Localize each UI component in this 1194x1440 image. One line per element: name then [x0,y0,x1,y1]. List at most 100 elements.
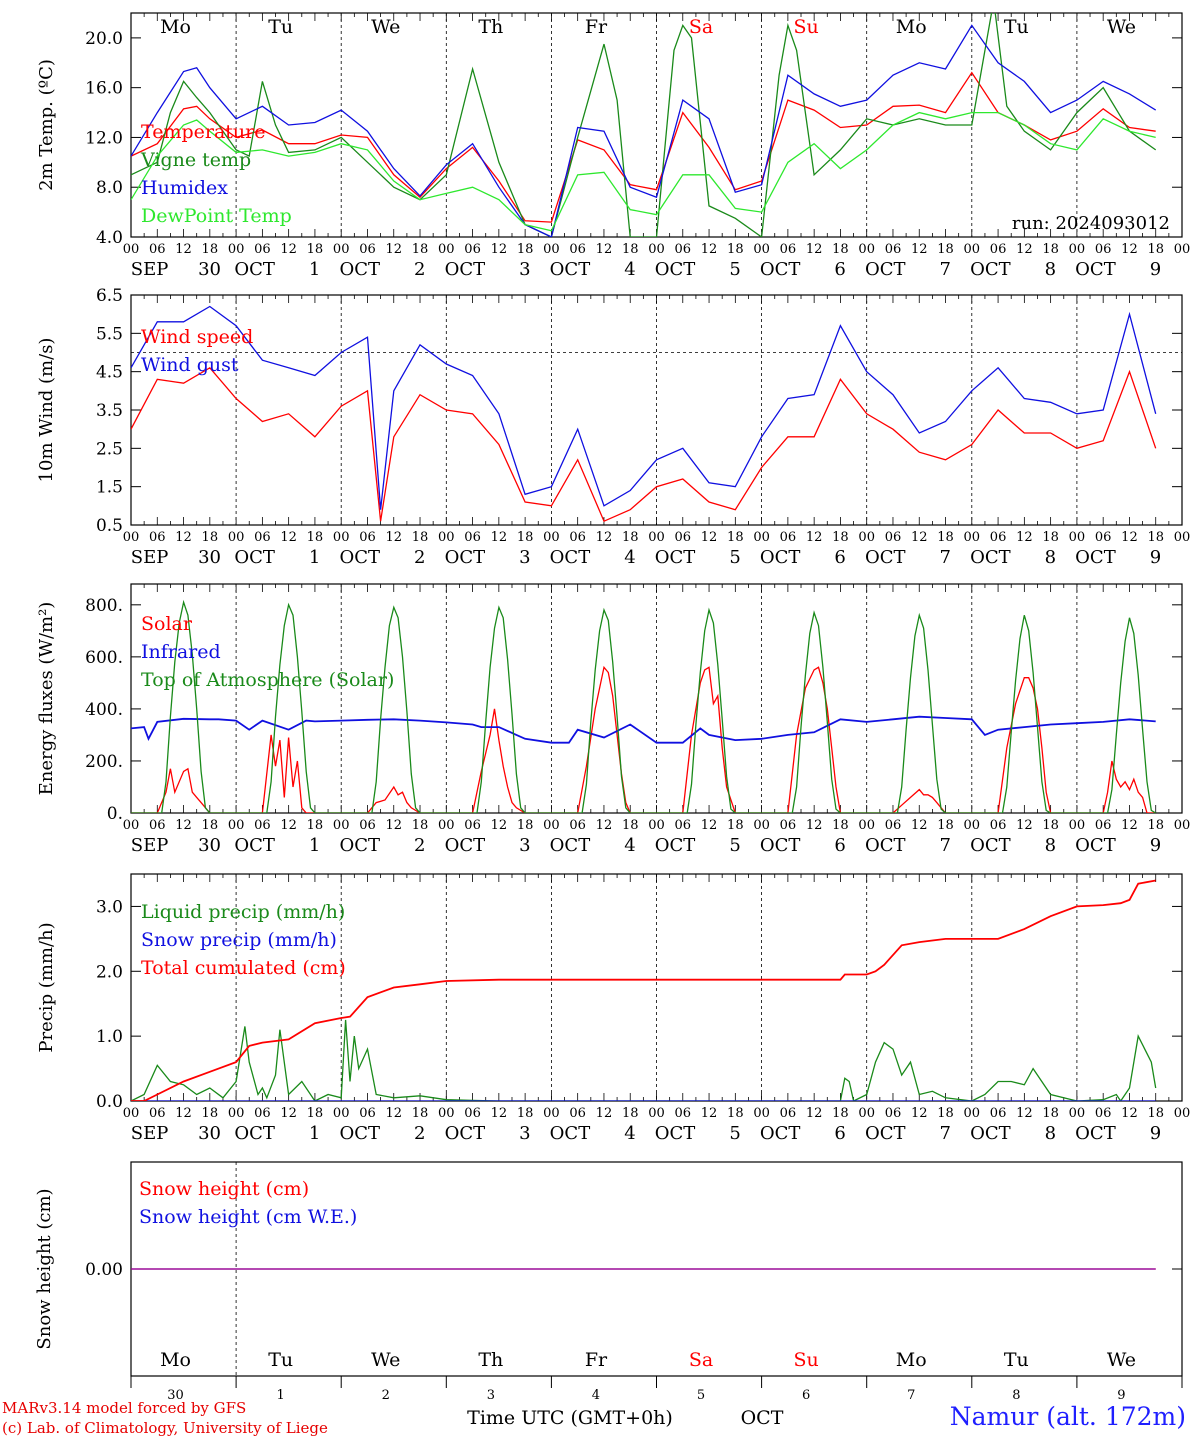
date-label-day: 8 [1045,547,1056,568]
hour-tick-label: 12 [596,1106,613,1121]
day-name-bottom: We [1107,1349,1136,1371]
hour-tick-label: 06 [675,242,692,257]
day-name-top: We [1107,16,1136,38]
legend-entry: Vigne temp [140,149,251,171]
date-label-month: OCT [234,1123,275,1144]
y-tick-label: 4.0 [96,228,123,248]
date-label-month: OCT [234,259,275,280]
date-label-month: OCT [445,1123,486,1144]
hour-tick-label: 18 [622,1106,639,1121]
y-axis-label: Snow height (cm) [34,1188,55,1349]
hour-tick-label: 00 [964,530,981,545]
hour-tick-label: 06 [464,1106,481,1121]
y-tick-label: 3.5 [96,401,123,421]
date-label-month: OCT [339,835,380,856]
hour-tick-label: 12 [701,818,718,833]
hour-tick-label: 12 [596,242,613,257]
series-line-liquid-precip-mm-h- [131,1019,1157,1101]
hour-tick-label: 18 [727,1106,744,1121]
hour-tick-label: 18 [1042,1106,1059,1121]
hour-tick-label: 06 [780,1106,797,1121]
series-line-vigne-temp [131,13,1157,237]
hour-tick-label: 12 [911,530,928,545]
legend-entry: Wind speed [141,326,253,348]
hour-tick-label: 00 [333,530,350,545]
hour-tick-label: 06 [780,242,797,257]
hour-tick-label: 00 [228,818,245,833]
hour-tick-label: 00 [438,1106,455,1121]
legend-entry: Wind gust [141,354,239,376]
hour-tick-label: 18 [412,530,429,545]
date-label-month: OCT [760,1123,801,1144]
date-label-month: OCT [970,835,1011,856]
date-label-month: OCT [445,835,486,856]
hour-tick-label: 12 [806,530,823,545]
hour-tick-label: 12 [385,1106,402,1121]
day-number: 8 [1012,1388,1020,1403]
date-label-day: 2 [414,1123,425,1144]
hour-tick-label: 06 [464,242,481,257]
date-label-month: OCT [234,835,275,856]
hour-tick-label: 00 [648,818,665,833]
hour-tick-label: 18 [202,530,219,545]
hour-tick-label: 06 [885,242,902,257]
hour-tick-label: 06 [885,530,902,545]
date-label-month: OCT [1075,259,1116,280]
hour-tick-label: 00 [123,242,140,257]
hour-tick-label: 06 [359,818,376,833]
hour-tick-label: 00 [333,818,350,833]
station-name: Namur (alt. 172m) [949,1402,1186,1431]
date-label-day: 30 [198,259,221,280]
hour-tick-label: 12 [491,242,508,257]
date-label-month: OCT [445,259,486,280]
day-number: 1 [277,1388,285,1403]
y-tick-label: 8.0 [96,178,123,198]
hour-tick-label: 18 [307,242,324,257]
hour-tick-label: 00 [858,818,875,833]
date-label-day: 4 [624,835,635,856]
y-tick-label: 600. [85,648,123,668]
y-tick-label: 0. [107,804,123,824]
hour-tick-label: 00 [438,818,455,833]
hour-tick-label: 00 [228,242,245,257]
y-axis-label: Precip (mm/h) [36,922,57,1052]
hour-tick-label: 06 [359,242,376,257]
day-name-top: Sa [689,16,713,38]
date-label-month: OCT [550,259,591,280]
day-number: 9 [1117,1388,1125,1403]
date-label-month: OCT [445,547,486,568]
hour-tick-label: 06 [990,818,1007,833]
hour-tick-label: 00 [543,818,560,833]
hour-tick-label: 18 [1147,1106,1164,1121]
date-label-day: 3 [519,1123,530,1144]
y-axis-label: 2m Temp. (ºC) [36,59,57,191]
hour-tick-label: 06 [1095,530,1112,545]
y-tick-label: 200. [85,752,123,772]
hour-tick-label: 06 [1095,242,1112,257]
date-label-month: OCT [234,547,275,568]
y-tick-label: 4.5 [96,363,123,383]
hour-tick-label: 06 [569,818,586,833]
date-label-day: 30 [198,835,221,856]
run-label: run: 2024093012 [1012,213,1170,234]
hour-tick-label: 18 [1147,530,1164,545]
day-number: 5 [697,1388,705,1403]
series-line-dewpoint-temp [131,111,1156,232]
hour-tick-label: 06 [675,818,692,833]
hour-tick-label: 12 [701,530,718,545]
hour-tick-label: 00 [438,242,455,257]
date-label-month: OCT [339,1123,380,1144]
hour-tick-label: 06 [149,530,166,545]
day-name-top: Tu [1004,16,1029,38]
day-name-top: Mo [160,16,191,38]
date-label-day: 1 [309,259,320,280]
date-label-day: 8 [1045,1123,1056,1144]
hour-tick-label: 18 [202,242,219,257]
hour-tick-label: 06 [254,242,271,257]
series-line-solar [131,665,1156,813]
hour-tick-label: 00 [228,530,245,545]
hour-tick-label: 12 [1016,242,1033,257]
hour-tick-label: 12 [1016,530,1033,545]
date-label-day: 6 [834,835,845,856]
hour-tick-label: 06 [990,530,1007,545]
